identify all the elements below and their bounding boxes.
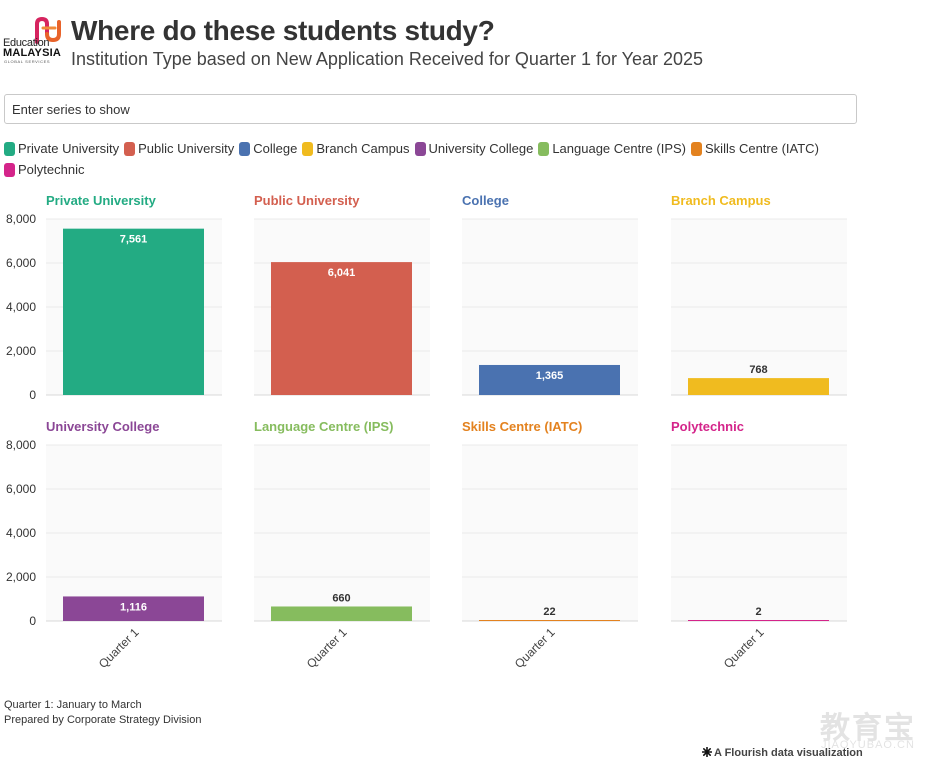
panel-title: Public University bbox=[254, 193, 360, 208]
legend-swatch bbox=[124, 142, 136, 156]
y-tick-label: 4,000 bbox=[6, 300, 36, 314]
legend-item[interactable]: College bbox=[239, 140, 297, 158]
logo-text-main: MALAYSIA bbox=[3, 47, 62, 59]
chart-subtitle: Institution Type based on New Applicatio… bbox=[71, 49, 704, 69]
legend-label: Branch Campus bbox=[316, 141, 410, 156]
bar[interactable] bbox=[479, 620, 620, 621]
flourish-credit-link[interactable]: A Flourish data visualization bbox=[702, 747, 863, 759]
legend-swatch bbox=[538, 142, 550, 156]
chart-title: Where do these students study? bbox=[71, 15, 495, 46]
y-tick-label: 0 bbox=[29, 614, 36, 628]
panel-title: Private University bbox=[46, 193, 157, 208]
legend-label: Language Centre (IPS) bbox=[552, 141, 687, 156]
panel-title: College bbox=[462, 193, 509, 208]
data-label: 22 bbox=[543, 606, 555, 618]
education-malaysia-logo: Education MALAYSIA GLOBAL SERVICES bbox=[3, 14, 67, 64]
data-label: 6,041 bbox=[328, 267, 356, 279]
legend-item[interactable]: Private University bbox=[4, 140, 119, 158]
data-label: 1,365 bbox=[536, 370, 564, 382]
legend-swatch bbox=[414, 142, 426, 156]
bar[interactable] bbox=[63, 228, 204, 395]
flourish-credit-text: A Flourish data visualization bbox=[714, 747, 863, 759]
bar[interactable] bbox=[479, 364, 620, 395]
legend-label: College bbox=[253, 141, 298, 156]
watermark: 教育宝 JIAOYUBAO.CN bbox=[820, 703, 932, 753]
legend-label: Skills Centre (IATC) bbox=[705, 141, 819, 156]
legend-swatch bbox=[4, 142, 15, 156]
legend-label: Public University bbox=[138, 141, 235, 156]
y-tick-label: 2,000 bbox=[6, 570, 36, 584]
bar[interactable] bbox=[688, 620, 829, 621]
data-label: 7,561 bbox=[120, 234, 148, 246]
x-tick-label: Quarter 1 bbox=[512, 625, 558, 671]
flourish-star-icon bbox=[702, 747, 712, 757]
panel-title: Language Centre (IPS) bbox=[254, 419, 393, 434]
data-label: 768 bbox=[749, 364, 767, 376]
x-tick-label: Quarter 1 bbox=[721, 625, 767, 671]
logo-text-sub: GLOBAL SERVICES bbox=[4, 59, 51, 64]
legend-item[interactable]: Polytechnic bbox=[4, 161, 84, 179]
header: Education MALAYSIA GLOBAL SERVICES Where… bbox=[3, 14, 943, 74]
y-tick-label: 8,000 bbox=[6, 438, 36, 452]
legend: Private University Public University Colle… bbox=[4, 140, 884, 182]
logo-mark-icon bbox=[35, 16, 61, 44]
legend-item[interactable]: Public University bbox=[124, 140, 234, 158]
panel-title: Skills Centre (IATC) bbox=[462, 419, 582, 434]
x-tick-label: Quarter 1 bbox=[96, 625, 142, 671]
legend-item[interactable]: Skills Centre (IATC) bbox=[691, 140, 819, 158]
legend-label: University College bbox=[428, 141, 534, 156]
y-tick-label: 4,000 bbox=[6, 526, 36, 540]
x-tick-label: Quarter 1 bbox=[304, 625, 350, 671]
y-tick-label: 2,000 bbox=[6, 344, 36, 358]
y-tick-label: 6,000 bbox=[6, 256, 36, 270]
legend-item[interactable]: University College bbox=[414, 140, 534, 158]
bar[interactable] bbox=[63, 596, 204, 621]
legend-swatch bbox=[302, 142, 314, 156]
footnote-quarter: Quarter 1: January to March bbox=[4, 699, 142, 711]
y-tick-label: 0 bbox=[29, 388, 36, 402]
bar[interactable] bbox=[271, 606, 412, 621]
legend-item[interactable]: Language Centre (IPS) bbox=[538, 140, 686, 158]
watermark-en-text: JIAOYUBAO.CN bbox=[821, 739, 915, 751]
watermark-cn-text: 教育宝 bbox=[820, 712, 916, 745]
small-multiples-bar-chart: 0 2,000 4,000 6,000 8,000 0 2,000 4,000 6,000 8,0… bbox=[6, 193, 847, 671]
data-label: 1,116 bbox=[120, 601, 147, 613]
y-tick-label: 8,000 bbox=[6, 212, 36, 226]
bar[interactable] bbox=[271, 262, 412, 395]
data-label: 2 bbox=[755, 606, 761, 618]
panel-title: University College bbox=[46, 419, 159, 434]
legend-swatch bbox=[691, 142, 703, 156]
y-tick-label: 6,000 bbox=[6, 482, 36, 496]
panel-title: Polytechnic bbox=[671, 419, 744, 434]
logo-text-top: Education bbox=[3, 37, 50, 49]
panel-title: Branch Campus bbox=[671, 193, 771, 208]
legend-swatch bbox=[239, 142, 251, 156]
legend-label: Private University bbox=[18, 141, 120, 156]
legend-label: Polytechnic bbox=[18, 162, 85, 177]
series-filter-input[interactable] bbox=[4, 94, 857, 124]
legend-swatch bbox=[4, 163, 15, 177]
footnote-prepared-by: Prepared by Corporate Strategy Division bbox=[4, 714, 202, 726]
legend-item[interactable]: Branch Campus bbox=[302, 140, 410, 158]
bar[interactable] bbox=[688, 378, 829, 395]
data-label: 660 bbox=[332, 592, 350, 604]
